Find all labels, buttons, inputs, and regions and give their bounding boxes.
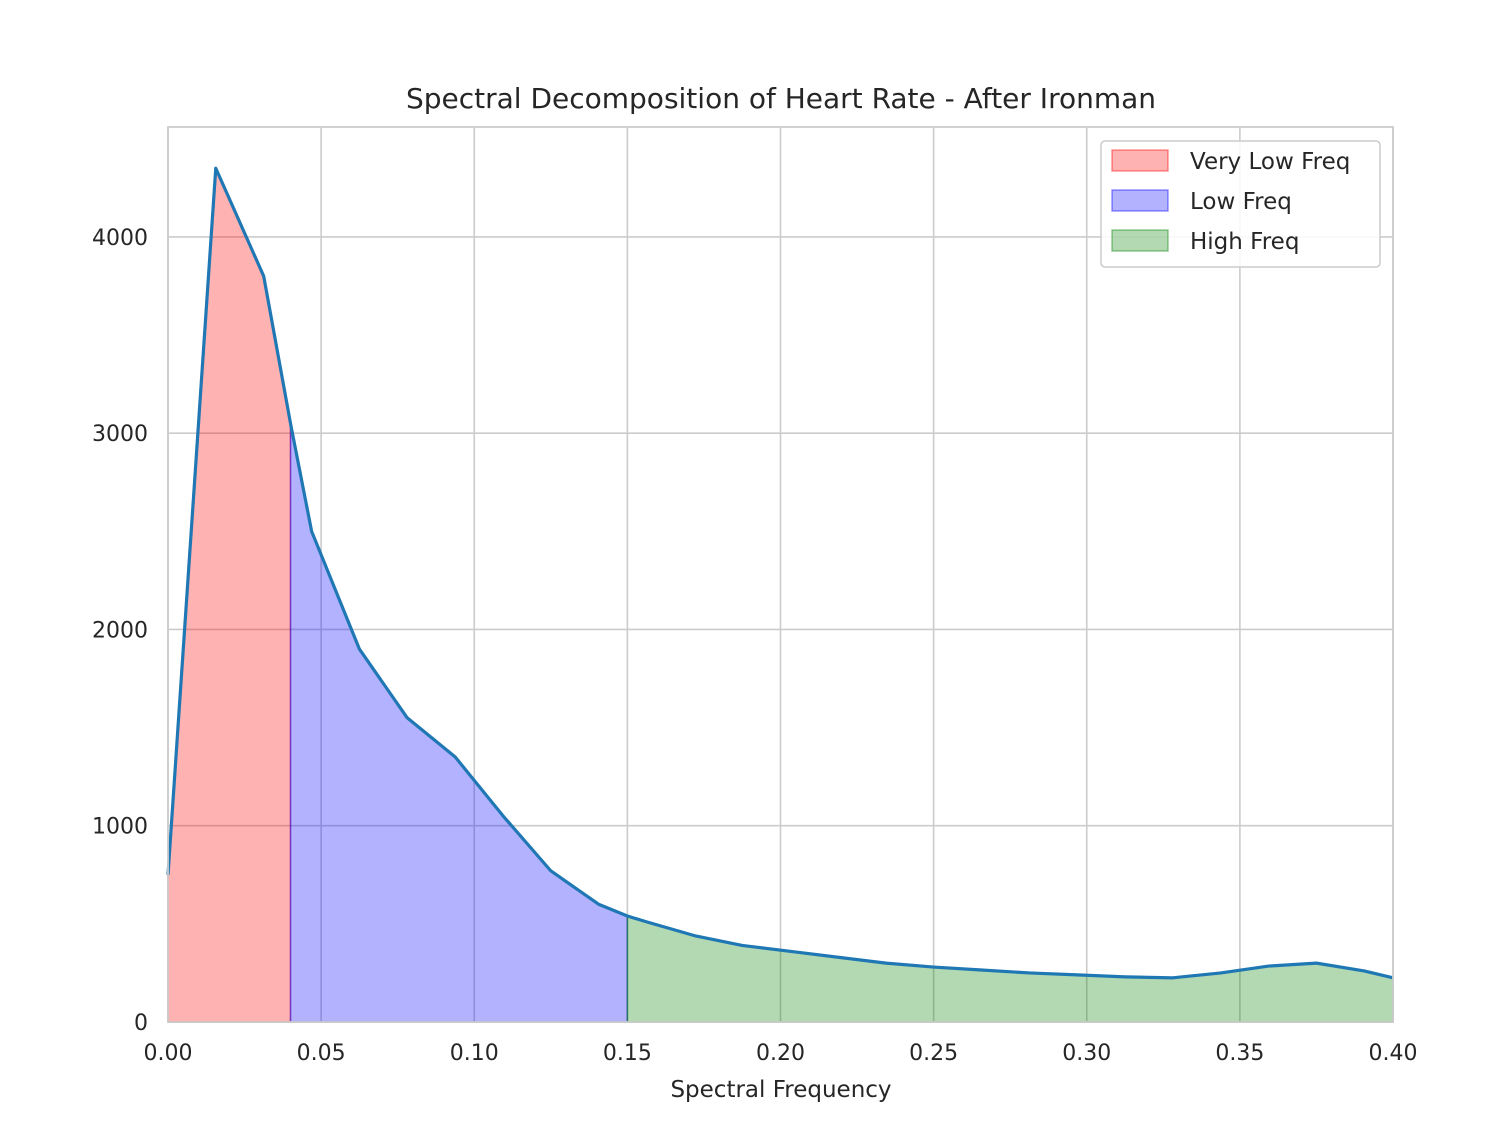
axes — [167, 126, 1394, 1023]
plot-frame — [167, 126, 1394, 1023]
x-tick-label: 0.25 — [909, 1041, 958, 1066]
y-tick-label: 0 — [134, 1011, 148, 1036]
legend: Very Low Freq Low Freq High Freq — [1100, 140, 1381, 268]
chart-title: Spectral Decomposition of Heart Rate - A… — [406, 82, 1156, 115]
y-tick-labels: 0 1000 2000 3000 4000 — [92, 226, 148, 1036]
legend-label: High Freq — [1190, 229, 1299, 255]
x-tick-label: 0.35 — [1215, 1041, 1264, 1066]
y-tick-label: 4000 — [92, 226, 148, 251]
x-tick-label: 0.15 — [603, 1041, 652, 1066]
x-axis-title: Spectral Frequency — [670, 1077, 891, 1103]
y-tick-label: 2000 — [92, 618, 148, 643]
legend-swatch — [1111, 229, 1169, 252]
x-tick-label: 0.05 — [297, 1041, 346, 1066]
x-tick-label: 0.40 — [1369, 1041, 1418, 1066]
x-tick-label: 0.00 — [144, 1041, 193, 1066]
legend-swatch — [1111, 149, 1169, 172]
x-tick-label: 0.30 — [1062, 1041, 1111, 1066]
spectrum-line — [166, 166, 1394, 980]
x-tick-labels: 0.00 0.05 0.10 0.15 0.20 0.25 0.30 0.35 0.40 — [144, 1041, 1418, 1066]
legend-label: Very Low Freq — [1190, 149, 1350, 175]
series-line — [166, 166, 1394, 980]
y-tick-label: 3000 — [92, 422, 148, 447]
x-tick-label: 0.20 — [756, 1041, 805, 1066]
y-tick-label: 1000 — [92, 815, 148, 840]
legend-frame — [1100, 140, 1381, 268]
legend-swatch — [1111, 189, 1169, 212]
x-tick-label: 0.10 — [450, 1041, 499, 1066]
legend-label: Low Freq — [1190, 189, 1292, 215]
